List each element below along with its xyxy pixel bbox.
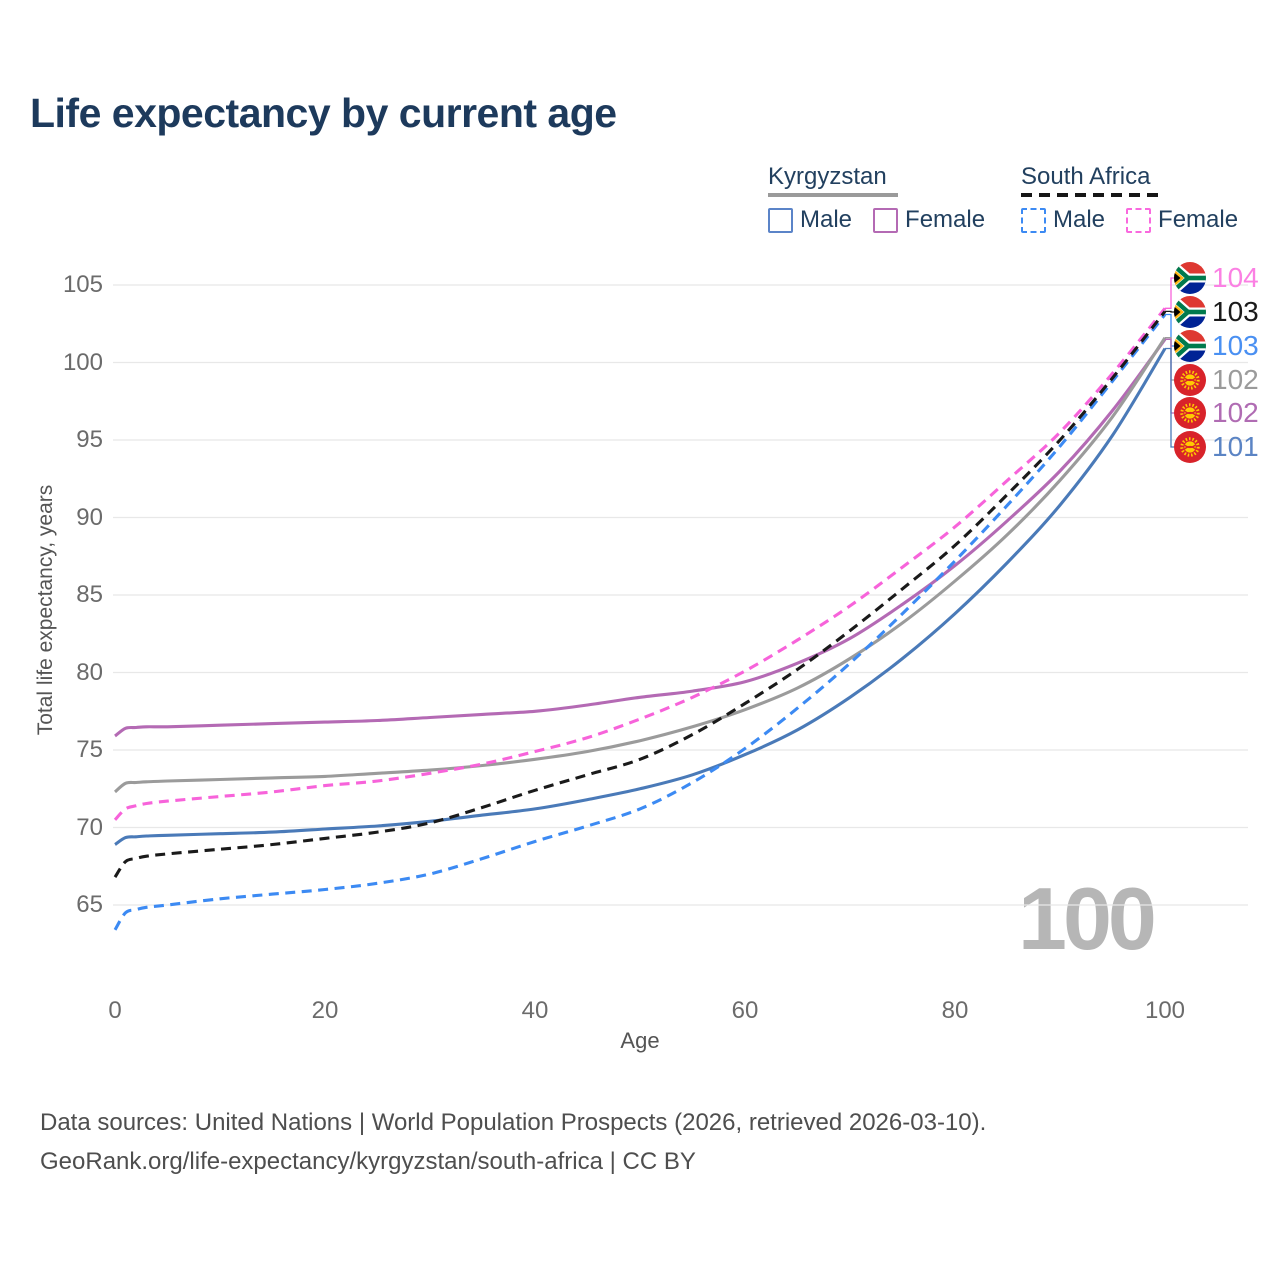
series-line-za-female[interactable] [113, 307, 1167, 821]
footer-attribution: GeoRank.org/life-expectancy/kyrgyzstan/s… [40, 1148, 696, 1175]
legend-underline-dashed [1021, 193, 1162, 197]
end-label-value: 102 [1212, 397, 1259, 428]
series-line-kg-female[interactable] [114, 338, 1167, 738]
end-label-kg-total[interactable]: 102 [1174, 363, 1259, 397]
legend-item-label: Female [1158, 206, 1239, 233]
legend-country-kyrgyzstan[interactable]: Kyrgyzstan [768, 164, 985, 197]
y-tick-70: 70 [76, 813, 103, 841]
kyrgyzstan-male-swatch [768, 207, 793, 233]
south-africa-female-swatch [1126, 207, 1152, 233]
series-line-kg-total[interactable] [113, 336, 1167, 794]
legend-country-south-africa[interactable]: South Africa [1021, 164, 1238, 197]
x-tick-100: 100 [1144, 997, 1186, 1024]
y-tick-95: 95 [76, 426, 103, 453]
y-tick-90: 90 [76, 503, 103, 531]
kyrgyzstan-female-swatch [873, 207, 899, 233]
south-africa-male-swatch [1021, 207, 1046, 233]
legend-item-south-africa-male[interactable]: Male [1021, 206, 1105, 234]
x-axis-title: Age [620, 1028, 660, 1053]
legend-country-label: South Africa [1021, 163, 1151, 190]
x-tick-20: 20 [311, 997, 339, 1024]
end-label-kg-male[interactable]: 101 [1174, 430, 1259, 464]
legend-group-south-africa: South Africa Male Female [1021, 164, 1238, 234]
legend-item-label: Male [1053, 206, 1106, 233]
y-tick-85: 85 [76, 581, 103, 608]
kyrgyzstan-flag-icon [1174, 364, 1206, 396]
legend-group-kyrgyzstan: Kyrgyzstan Male Female [768, 164, 985, 234]
south-africa-flag-icon [1174, 262, 1206, 294]
legend-item-south-africa-female[interactable]: Female [1126, 206, 1238, 234]
series-line-za-total[interactable] [113, 310, 1167, 878]
end-label-za-female[interactable]: 104 [1174, 261, 1259, 295]
kyrgyzstan-flag-icon [1174, 397, 1206, 429]
y-axis-title: Total life expectancy, years [34, 484, 57, 736]
end-label-value: 103 [1212, 330, 1259, 361]
y-tick-105: 105 [62, 271, 103, 298]
footer-data-sources: Data sources: United Nations | World Pop… [40, 1109, 987, 1136]
south-africa-flag-icon [1174, 296, 1206, 328]
legend-underline-solid [768, 193, 898, 197]
x-tick-40: 40 [521, 997, 549, 1024]
end-label-kg-female[interactable]: 102 [1174, 396, 1259, 430]
y-tick-100: 100 [62, 348, 103, 376]
end-label-value: 101 [1212, 431, 1259, 462]
x-tick-60: 60 [731, 997, 759, 1024]
legend-item-label: Male [800, 206, 853, 233]
series-line-za-male[interactable] [113, 313, 1167, 931]
y-tick-65: 65 [76, 891, 103, 918]
footer: Data sources: United Nations | World Pop… [40, 1103, 986, 1181]
end-label-value: 104 [1212, 262, 1259, 293]
y-tick-75: 75 [76, 736, 103, 763]
series-line-kg-male[interactable] [114, 347, 1167, 846]
south-africa-flag-icon [1174, 330, 1206, 362]
legend-item-label: Female [905, 206, 986, 233]
end-label-value: 102 [1212, 364, 1259, 395]
end-label-za-male[interactable]: 103 [1174, 329, 1259, 363]
page-title: Life expectancy by current age [30, 90, 617, 136]
legend-item-kyrgyzstan-male[interactable]: Male [768, 206, 852, 234]
kyrgyzstan-flag-icon [1174, 431, 1206, 463]
x-tick-0: 0 [108, 997, 122, 1024]
end-label-value: 103 [1212, 296, 1259, 327]
y-tick-80: 80 [76, 658, 103, 686]
age-frame-watermark: 100 [1018, 869, 1157, 968]
legend-country-label: Kyrgyzstan [768, 163, 887, 190]
legend-item-kyrgyzstan-female[interactable]: Female [873, 206, 985, 234]
x-tick-80: 80 [941, 997, 969, 1024]
end-label-za-total[interactable]: 103 [1174, 295, 1259, 329]
